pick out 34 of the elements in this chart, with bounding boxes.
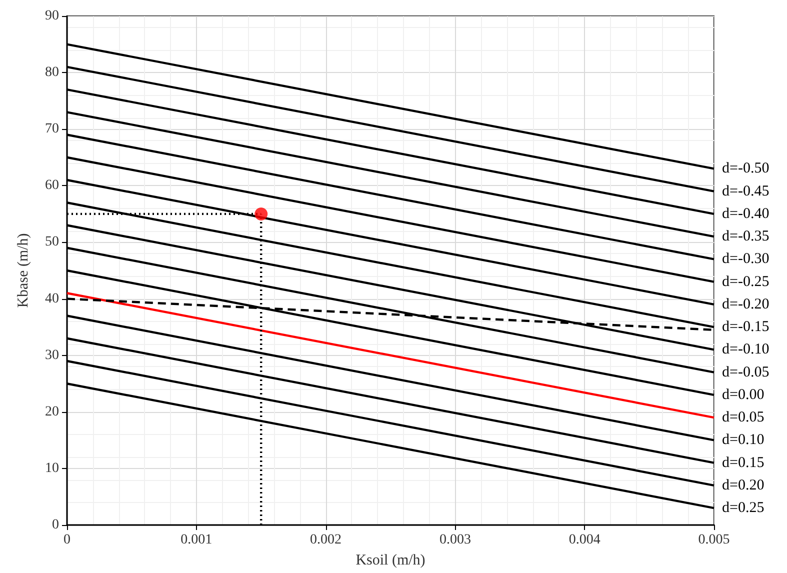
series-label: d=-0.15 xyxy=(722,319,770,336)
y-tick-label: 50 xyxy=(45,234,59,250)
series-label: d=0.20 xyxy=(722,477,764,494)
series-label: d=-0.05 xyxy=(722,364,770,380)
series-label: d=-0.35 xyxy=(722,228,770,245)
x-tick-label: 0.001 xyxy=(180,532,212,548)
x-tick-label: 0.003 xyxy=(439,532,471,548)
series-label: d=-0.10 xyxy=(722,342,770,358)
x-tick-label: 0.004 xyxy=(568,532,600,548)
y-tick-label: 20 xyxy=(45,404,59,420)
series-label: d=-0.25 xyxy=(722,274,770,290)
x-tick-label: 0.005 xyxy=(698,532,730,548)
y-tick-label: 30 xyxy=(45,348,59,363)
x-tick-label: 0.002 xyxy=(310,532,342,548)
series-label: d=-0.45 xyxy=(722,183,770,200)
y-tick-label: 80 xyxy=(45,65,59,80)
x-tick-label: 0 xyxy=(64,532,70,548)
y-axis-title: Kbase (m/h) xyxy=(16,233,32,308)
series-label: d=0.00 xyxy=(722,386,764,403)
y-tick-label: 10 xyxy=(45,460,59,476)
y-tick-label: 40 xyxy=(45,291,59,306)
series-label: d=-0.50 xyxy=(722,160,770,177)
series-label: d=-0.40 xyxy=(722,206,770,222)
series-label: d=0.15 xyxy=(722,454,764,471)
series-label: d=0.10 xyxy=(722,432,764,448)
y-tick-label: 70 xyxy=(45,122,59,137)
y-tick-label: 60 xyxy=(45,178,59,194)
series-label: d=0.25 xyxy=(722,500,764,516)
x-axis-title: Ksoil (m/h) xyxy=(356,552,426,568)
series-label: d=-0.30 xyxy=(722,251,770,268)
series-label: d=-0.20 xyxy=(722,296,770,312)
y-tick-label: 90 xyxy=(45,8,59,24)
y-tick-label: 0 xyxy=(52,518,59,532)
series-label: d=0.05 xyxy=(722,410,764,426)
